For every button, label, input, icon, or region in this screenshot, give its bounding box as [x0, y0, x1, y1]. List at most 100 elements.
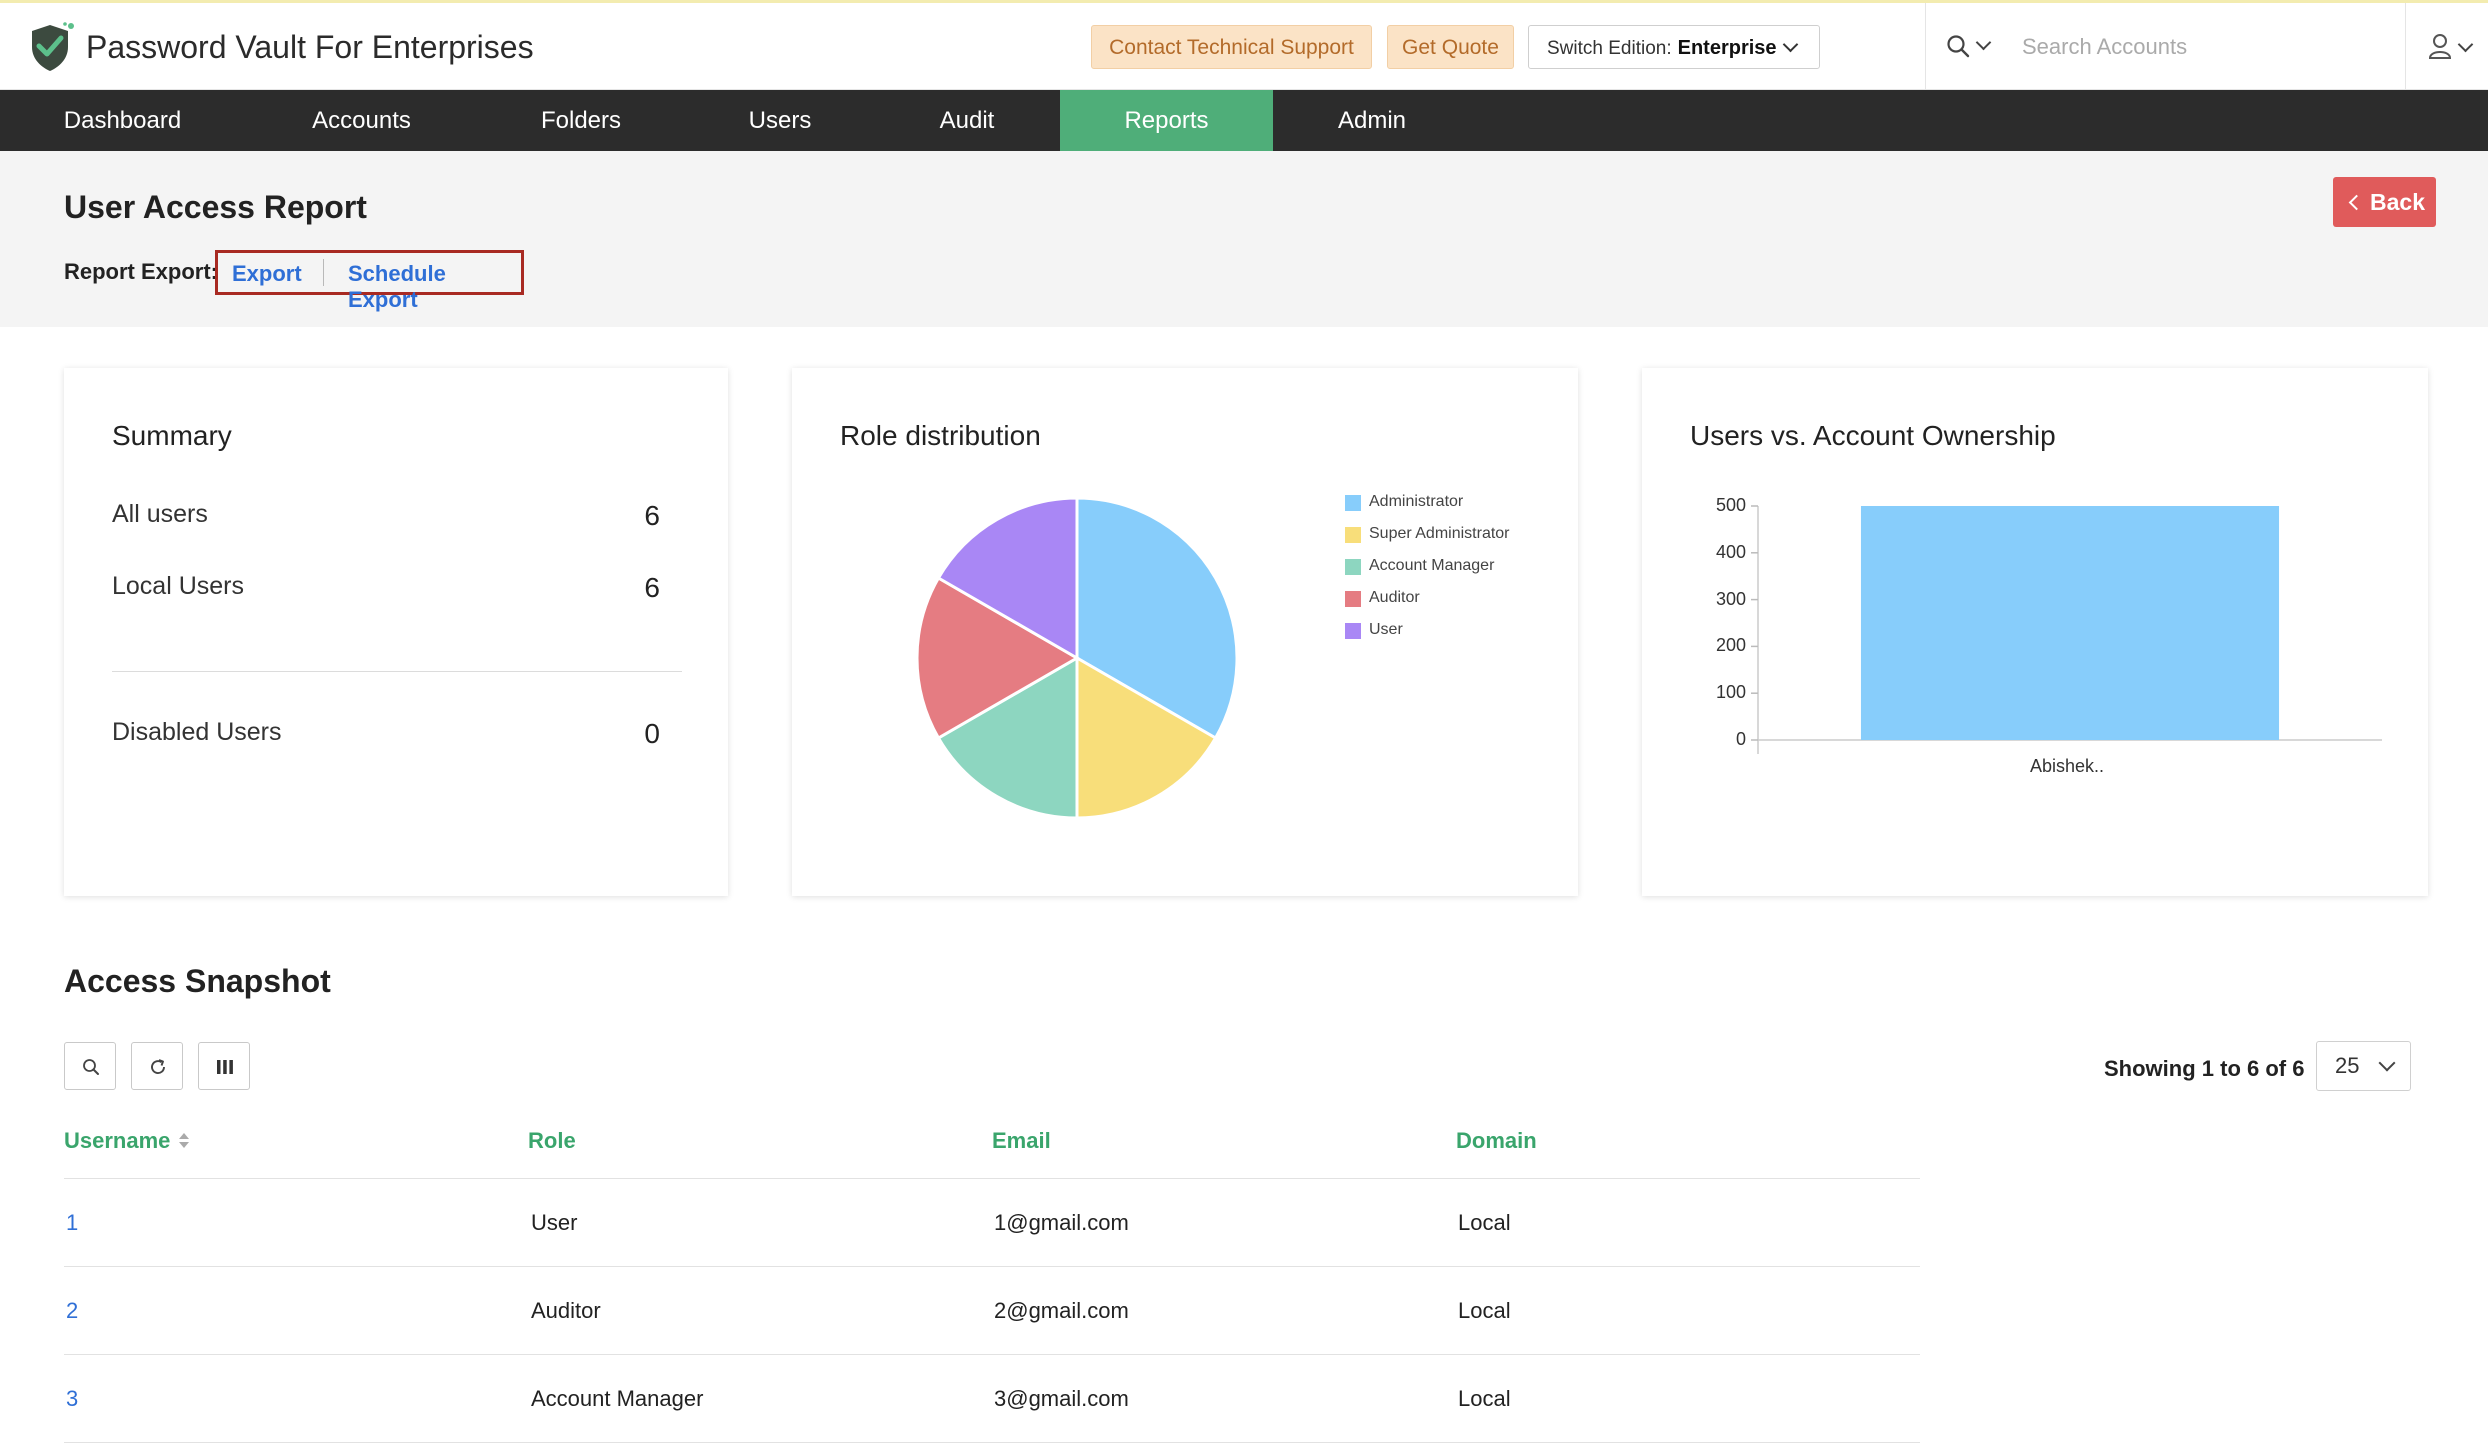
search-icon[interactable]	[1946, 34, 1970, 58]
refresh-icon	[151, 1059, 165, 1074]
row-email: 2@gmail.com	[994, 1298, 1129, 1323]
username-header-label: Username	[64, 1128, 171, 1153]
ownership-card: Users vs. Account Ownership 0 100 200 300 40…	[1642, 368, 2428, 896]
edition-value: Enterprise	[1677, 37, 1777, 59]
y-tick-label: 500	[1715, 495, 1746, 515]
legend-swatch	[1345, 495, 1361, 511]
columns-icon	[217, 1060, 233, 1074]
legend-label: Super Administrator	[1369, 525, 1510, 542]
divider	[323, 259, 324, 286]
legend-label: Auditor	[1369, 589, 1420, 606]
main-nav: Dashboard Accounts Folders Users Audit R…	[0, 90, 2488, 151]
row-role: Auditor	[531, 1298, 601, 1323]
disabled-users-label: Disabled Users	[112, 718, 282, 746]
back-label: Back	[2370, 189, 2425, 215]
row-username-link[interactable]: 3	[66, 1386, 79, 1411]
y-tick-label: 0	[1735, 729, 1746, 749]
all-users-value: 6	[644, 500, 660, 531]
row-role: User	[531, 1210, 578, 1235]
pie-slice-user[interactable]	[936, 496, 1079, 661]
pie-slice-auditor[interactable]	[915, 575, 1081, 741]
chevron-down-icon	[2457, 36, 2474, 53]
snapshot-title: Access Snapshot	[64, 963, 331, 999]
row-divider	[64, 1354, 1920, 1355]
chevron-down-icon	[2378, 1054, 2396, 1072]
chevron-left-icon	[2348, 194, 2365, 211]
role-pie-chart	[915, 496, 1239, 820]
search-input[interactable]	[2022, 29, 2382, 65]
row-role: Account Manager	[531, 1386, 704, 1411]
nav-reports[interactable]: Reports	[1060, 90, 1273, 151]
row-username-link[interactable]: 2	[66, 1298, 79, 1323]
legend-swatch	[1345, 591, 1361, 607]
nav-admin[interactable]: Admin	[1337, 107, 1407, 134]
page-title: User Access Report	[64, 189, 367, 225]
row-email: 1@gmail.com	[994, 1210, 1129, 1235]
summary-card: Summary All users 6 Local Users 6 Disabl…	[64, 368, 728, 896]
legend-label: User	[1369, 621, 1403, 638]
row-domain: Local	[1458, 1210, 1511, 1235]
bar[interactable]	[1860, 506, 2280, 740]
divider	[112, 671, 682, 672]
switch-edition-dropdown[interactable]: Switch Edition: Enterprise	[1528, 25, 1820, 69]
export-link[interactable]: Export	[232, 261, 302, 286]
table-columns-button[interactable]	[198, 1042, 250, 1090]
summary-title: Summary	[112, 420, 232, 451]
user-menu[interactable]	[2405, 3, 2488, 91]
nav-accounts[interactable]: Accounts	[312, 107, 411, 134]
sort-icon[interactable]	[178, 1133, 190, 1151]
y-tick-label: 200	[1715, 635, 1746, 656]
local-users-row: Local Users 6	[112, 572, 682, 603]
table-search-button[interactable]	[64, 1042, 116, 1090]
row-email: 3@gmail.com	[994, 1386, 1129, 1411]
column-header-role[interactable]: Role	[528, 1128, 576, 1153]
legend-label: Account Manager	[1369, 557, 1495, 574]
top-header: Password Vault For Enterprises Contact T…	[0, 0, 2488, 91]
page-header: User Access Report Report Export: Export…	[0, 151, 2488, 327]
column-header-username[interactable]: Username	[64, 1128, 190, 1154]
page-size-value: 25	[2335, 1053, 2360, 1078]
nav-users[interactable]: Users	[748, 107, 812, 134]
table-header-divider	[64, 1178, 1920, 1179]
row-username-link[interactable]: 1	[66, 1210, 79, 1235]
schedule-export-link[interactable]: Schedule Export	[348, 261, 446, 312]
row-divider	[64, 1266, 1920, 1267]
row-domain: Local	[1458, 1298, 1511, 1323]
column-header-domain[interactable]: Domain	[1456, 1128, 1537, 1153]
report-export-label: Report Export:	[64, 259, 218, 284]
table-refresh-button[interactable]	[131, 1042, 183, 1090]
user-icon	[2428, 34, 2452, 59]
search-filter-chevron-icon[interactable]	[1975, 34, 1992, 51]
local-users-label: Local Users	[112, 572, 244, 600]
all-users-label: All users	[112, 500, 208, 528]
role-distribution-title: Role distribution	[840, 420, 1041, 451]
back-button[interactable]: Back	[2333, 177, 2436, 227]
y-tick-label: 300	[1715, 588, 1746, 609]
nav-dashboard[interactable]: Dashboard	[63, 107, 182, 134]
search-bar	[1925, 3, 2405, 91]
x-category-label: Abishek..	[2030, 756, 2105, 776]
pie-slice-account-manager[interactable]	[936, 655, 1079, 820]
pie-slice-administrator[interactable]	[1075, 496, 1239, 741]
nav-folders[interactable]: Folders	[540, 107, 622, 134]
row-divider	[64, 1442, 1920, 1443]
column-header-email[interactable]: Email	[992, 1128, 1051, 1153]
chevron-down-icon	[1782, 36, 1798, 53]
y-tick-label: 100	[1715, 682, 1746, 703]
legend-swatch	[1345, 623, 1361, 639]
edition-label: Switch Edition:	[1547, 38, 1672, 59]
all-users-row: All users 6	[112, 500, 682, 531]
y-tick-label: 400	[1715, 541, 1746, 562]
pie-slice-super-administrator[interactable]	[1075, 655, 1218, 820]
legend-swatch	[1345, 527, 1361, 543]
legend-swatch	[1345, 559, 1361, 575]
search-icon	[83, 1059, 99, 1075]
get-quote-button[interactable]: Get Quote	[1387, 25, 1514, 69]
ownership-title: Users vs. Account Ownership	[1690, 420, 2056, 451]
role-distribution-card: Role distribution Administrator Super Adm…	[792, 368, 1578, 896]
contact-support-button[interactable]: Contact Technical Support	[1091, 25, 1372, 69]
page-size-select[interactable]: 25	[2316, 1041, 2411, 1091]
shield-logo-icon	[32, 22, 74, 71]
export-links-box: Export Schedule Export	[215, 250, 524, 312]
nav-audit[interactable]: Audit	[939, 107, 995, 134]
